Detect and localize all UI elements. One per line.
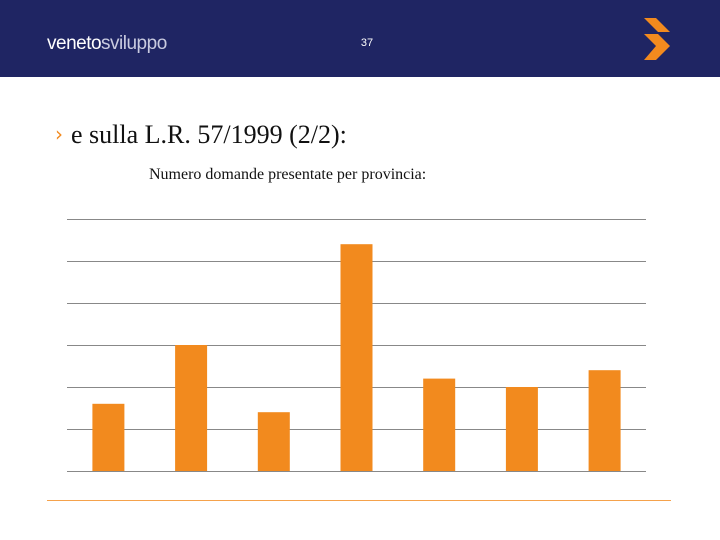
bar-4	[340, 244, 373, 471]
brand-main: veneto	[47, 33, 102, 54]
bar-7	[588, 370, 621, 471]
brand-wordmark: venetosviluppo	[47, 33, 167, 55]
slide-heading: › e sulla L.R. 57/1999 (2/2):	[55, 120, 347, 150]
chart-subtitle: Numero domande presentate per provincia:	[149, 166, 427, 183]
stacked-chevrons-logo-icon	[644, 18, 670, 60]
bar-6	[505, 387, 538, 471]
slide-heading-text: e sulla L.R. 57/1999 (2/2):	[71, 120, 347, 149]
bar-1	[92, 403, 125, 471]
bar-3	[257, 412, 290, 471]
brand-accent: sviluppo	[101, 33, 167, 54]
page-number: 37	[360, 37, 374, 49]
bar-5	[423, 378, 456, 471]
bar-2	[175, 345, 208, 471]
footer-divider	[47, 500, 671, 501]
header-bar: venetosviluppo 37	[0, 0, 720, 77]
chevron-right-icon: ›	[55, 122, 63, 146]
